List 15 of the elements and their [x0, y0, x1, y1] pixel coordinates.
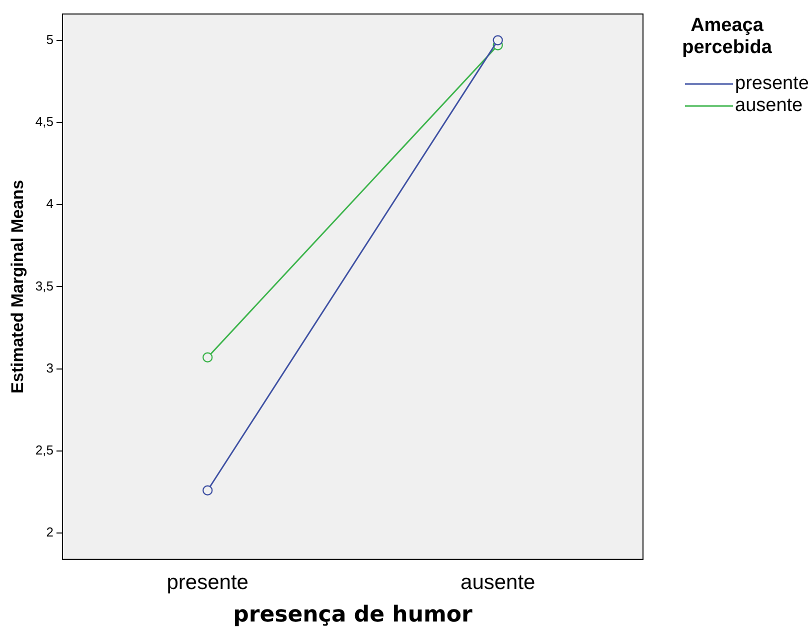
- y-axis-title: Estimated Marginal Means: [8, 180, 27, 394]
- y-tick-label: 3: [46, 360, 54, 376]
- y-tick-label: 2,5: [35, 442, 54, 458]
- x-axis-title: presença de humor: [233, 602, 473, 628]
- point: [202, 485, 213, 496]
- legend-label: ausente: [735, 95, 803, 116]
- legend-label: presente: [735, 73, 809, 94]
- point: [492, 35, 503, 46]
- point: [202, 352, 213, 362]
- y-tick-label: 3,5: [35, 278, 54, 294]
- y-tick-label: 4: [46, 196, 54, 212]
- y-tick-label: 2: [46, 524, 54, 540]
- y-tick-label: 5: [46, 32, 54, 47]
- y-tick-label: 4,5: [35, 114, 54, 129]
- legend-title: Ameaça percebida: [682, 15, 772, 58]
